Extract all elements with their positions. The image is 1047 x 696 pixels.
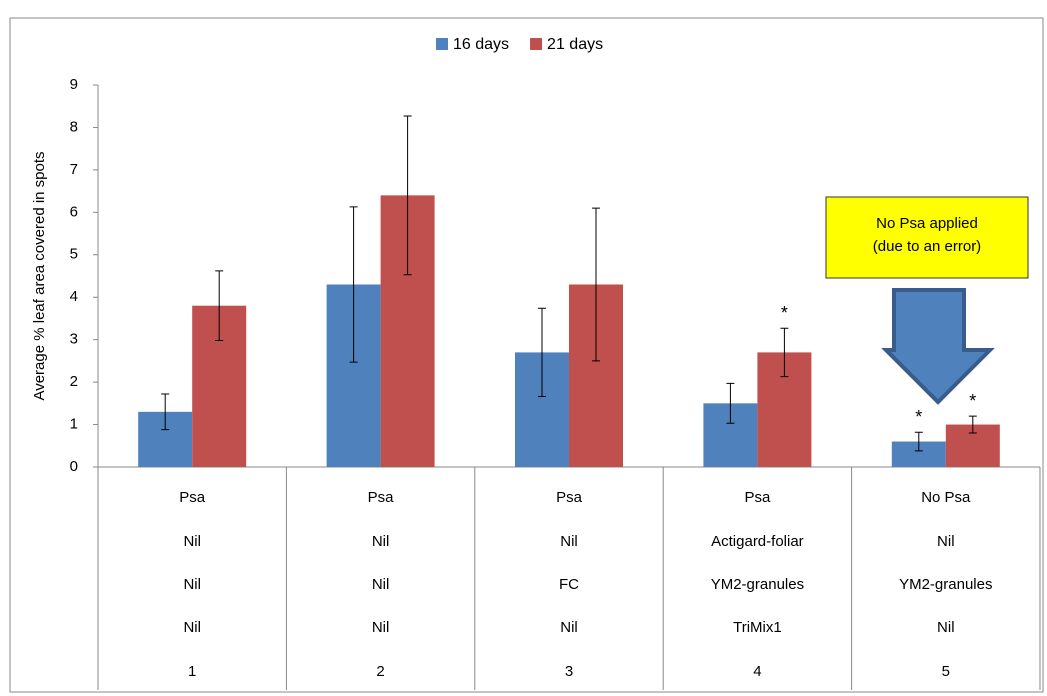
x-tick-label: 4: [753, 663, 761, 680]
significance-marker: *: [969, 391, 976, 411]
annotation-arrow: [881, 288, 995, 405]
y-tick-label: 1: [70, 416, 78, 433]
category-row-label: Nil: [183, 619, 201, 636]
x-tick-label: 5: [942, 663, 950, 680]
y-tick-label: 3: [70, 331, 78, 348]
y-tick-label: 0: [70, 458, 78, 475]
y-tick-label: 7: [70, 161, 78, 178]
annotation-text: (due to an error): [873, 238, 981, 255]
error-bar: [592, 207, 600, 362]
error-bar: [349, 206, 358, 363]
error-bar: [726, 382, 735, 424]
error-bar: [780, 327, 789, 378]
category-row-label: No Psa: [921, 489, 971, 506]
significance-marker: *: [781, 303, 788, 323]
category-row-label: Psa: [744, 489, 771, 506]
y-tick-label: 4: [70, 288, 78, 305]
annotation-text: No Psa applied: [876, 215, 978, 232]
y-tick-label: 5: [70, 246, 78, 263]
x-tick-label: 2: [376, 663, 384, 680]
category-row-label: Nil: [183, 533, 201, 550]
category-row-label: Nil: [560, 619, 578, 636]
category-row-label: Actigard-foliar: [711, 533, 804, 550]
y-axis-label: Average % leaf area covered in spots: [31, 151, 48, 400]
error-bar: [968, 415, 977, 434]
category-row-label: Nil: [372, 576, 390, 593]
category-row-label: YM2-granules: [711, 576, 804, 593]
error-bar: [403, 115, 412, 276]
y-tick-label: 2: [70, 373, 78, 390]
category-row-label: Nil: [937, 619, 955, 636]
error-bar: [538, 307, 546, 398]
category-row-label: Nil: [560, 533, 578, 550]
legend-label: 21 days: [547, 36, 603, 53]
x-tick-label: 3: [565, 663, 573, 680]
category-row-label: Nil: [183, 576, 201, 593]
category-row-label: Psa: [179, 489, 206, 506]
category-row-label: Nil: [937, 533, 955, 550]
category-row-label: TriMix1: [733, 619, 782, 636]
category-row-label: Nil: [372, 619, 390, 636]
category-row-label: Psa: [556, 489, 583, 506]
category-row-label: Nil: [372, 533, 390, 550]
error-bar: [215, 270, 224, 342]
annotation-box: [825, 196, 1029, 279]
y-tick-label: 9: [70, 76, 78, 93]
x-tick-label: 1: [188, 663, 196, 680]
category-row-label: Psa: [368, 489, 395, 506]
legend-swatch: [530, 38, 543, 50]
legend-label: 16 days: [453, 36, 509, 53]
error-bar: [914, 431, 923, 452]
category-row-label: FC: [559, 576, 579, 593]
y-tick-label: 8: [70, 118, 78, 135]
category-row-label: YM2-granules: [899, 576, 992, 593]
y-tick-label: 6: [70, 203, 78, 220]
legend-swatch: [436, 38, 448, 50]
significance-marker: *: [915, 407, 922, 427]
error-bar: [161, 393, 170, 431]
